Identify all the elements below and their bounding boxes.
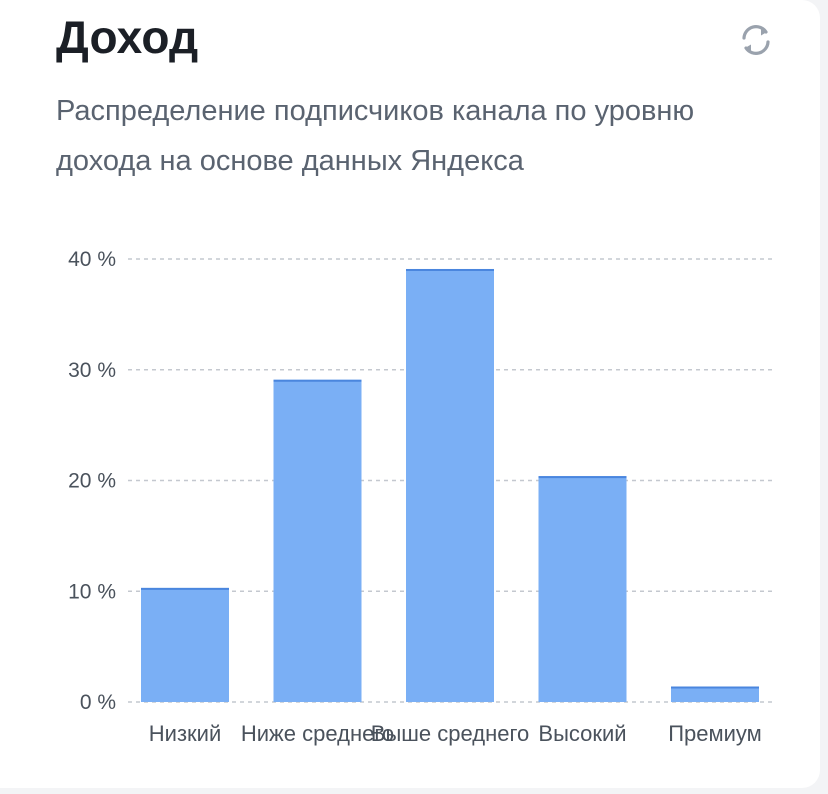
bar-1[interactable] bbox=[141, 587, 229, 702]
x-category-label: Низкий bbox=[149, 721, 221, 746]
refresh-icon bbox=[742, 25, 770, 55]
bar-3[interactable] bbox=[406, 268, 494, 702]
bar-4[interactable] bbox=[538, 476, 627, 702]
y-tick-label: 30 % bbox=[68, 359, 116, 382]
chart-y-ticks: 0 % 10 % 20 % 30 % 40 % bbox=[68, 248, 116, 714]
y-tick-label: 40 % bbox=[68, 248, 116, 271]
x-category-label: Ниже среднего bbox=[241, 721, 394, 746]
bar-5[interactable] bbox=[671, 686, 759, 702]
x-category-label: Высокий bbox=[538, 721, 626, 746]
bar-2[interactable] bbox=[273, 379, 362, 702]
card-title: Доход bbox=[56, 11, 199, 63]
y-tick-label: 20 % bbox=[68, 470, 116, 493]
x-category-label: Выше среднего bbox=[371, 721, 529, 746]
chart-bars bbox=[141, 268, 759, 702]
card-subtitle: Распределение подписчиков канала по уров… bbox=[56, 95, 695, 177]
x-category-label: Премиум bbox=[668, 721, 762, 746]
y-tick-label: 10 % bbox=[68, 580, 116, 603]
refresh-button[interactable] bbox=[736, 20, 776, 60]
y-tick-label: 0 % bbox=[80, 691, 116, 714]
